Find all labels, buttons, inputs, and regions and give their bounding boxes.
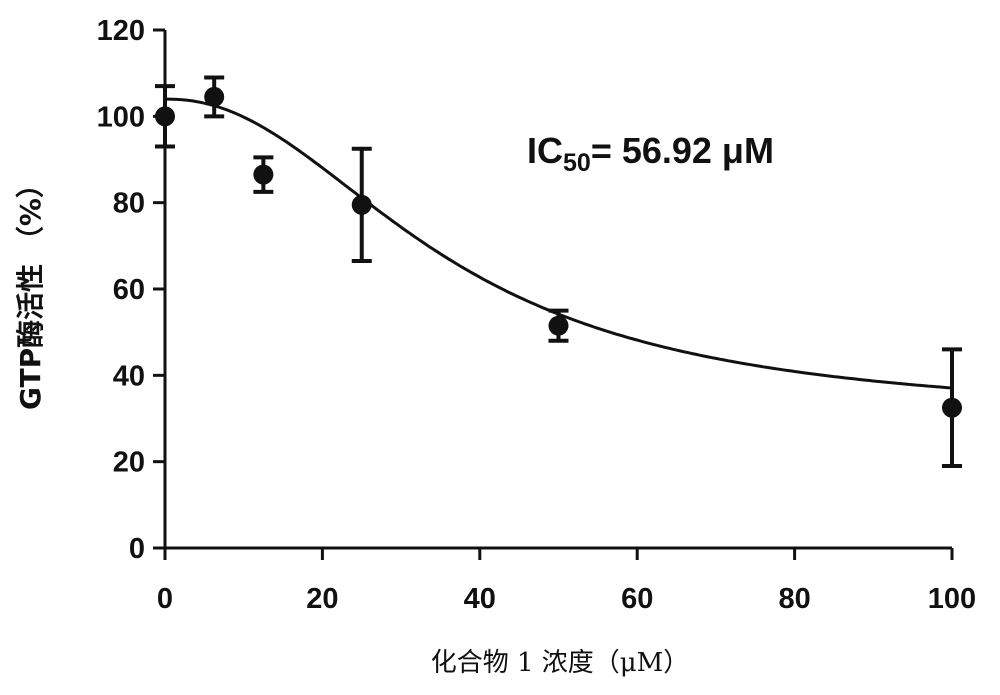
- ticks: 0 20 40 60 80 100 120 0 20 40 60 80 100: [97, 15, 977, 615]
- x-tick-label: 20: [306, 583, 338, 615]
- ic50-prefix: IC: [527, 130, 563, 171]
- ic50-subscript: 50: [563, 149, 591, 177]
- point-marker: [204, 86, 225, 107]
- axes: [163, 30, 952, 550]
- y-tick-label: 60: [113, 274, 145, 306]
- data-point: [942, 347, 962, 468]
- y-tick-label: 80: [113, 188, 145, 220]
- y-axis-label: GTP酶活性 （%）: [14, 170, 47, 410]
- point-marker: [548, 315, 569, 336]
- x-tick-label: 100: [928, 583, 976, 615]
- ic50-value: = 56.92 μM: [591, 130, 774, 171]
- point-marker: [351, 194, 372, 215]
- y-tick-label: 20: [113, 447, 145, 479]
- point-marker: [942, 397, 962, 418]
- x-tick-label: 60: [621, 583, 653, 615]
- data-point: [204, 75, 225, 119]
- data-points: [155, 75, 962, 468]
- point-marker: [253, 164, 274, 185]
- data-point: [351, 146, 372, 263]
- ic50-annotation: IC50= 56.92 μM: [527, 130, 774, 177]
- x-tick-label: 40: [464, 583, 496, 615]
- y-tick-label: 120: [97, 15, 145, 47]
- x-tick-label: 0: [157, 583, 173, 615]
- x-tick-label: 80: [778, 583, 810, 615]
- y-tick-label: 0: [129, 533, 145, 565]
- data-point: [253, 155, 274, 194]
- data-point: [548, 308, 569, 343]
- data-point: [155, 84, 175, 149]
- point-marker: [155, 106, 175, 127]
- y-tick-label: 100: [97, 101, 145, 133]
- y-tick-label: 40: [113, 360, 145, 392]
- x-axis-label: 化合物 1 浓度（μM）: [431, 648, 690, 678]
